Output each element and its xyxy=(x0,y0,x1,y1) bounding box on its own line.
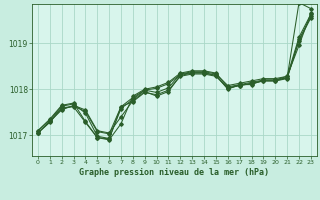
X-axis label: Graphe pression niveau de la mer (hPa): Graphe pression niveau de la mer (hPa) xyxy=(79,168,269,177)
